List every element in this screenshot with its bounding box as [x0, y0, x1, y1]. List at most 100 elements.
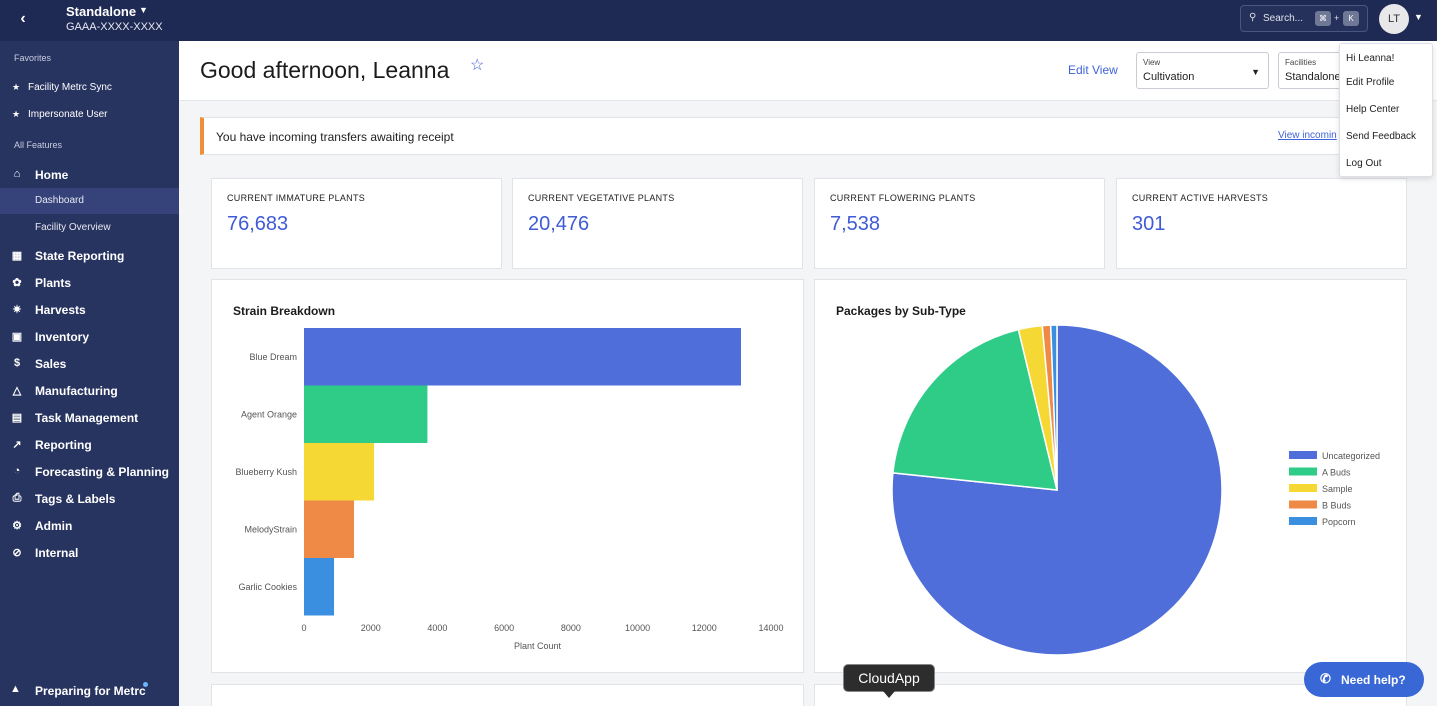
bar-agent-orange: [304, 385, 428, 443]
packages-pie-chart: Uncategorized A Buds Sample B Buds Popcorn: [891, 324, 1380, 656]
lower-panel-left: [211, 684, 804, 706]
stat-title: CURRENT FLOWERING PLANTS: [830, 193, 976, 203]
shortcut-k-key: K: [1343, 11, 1359, 26]
search-icon: ⚲: [1249, 12, 1257, 23]
shortcut-plus: +: [1334, 13, 1340, 23]
sidebar-item-plants[interactable]: ✿ Plants: [0, 270, 179, 296]
org-caret-down-icon[interactable]: ▼: [139, 5, 148, 15]
home-icon: ⌂: [13, 168, 21, 180]
sidebar-item-label: Facility Overview: [35, 222, 111, 233]
sidebar-item-label: Reporting: [35, 438, 92, 452]
back-chevron-icon[interactable]: ‹: [20, 10, 26, 27]
favorite-label: Impersonate User: [28, 109, 108, 120]
need-help-label: Need help?: [1341, 673, 1406, 687]
x-tick-label: 12000: [692, 623, 717, 633]
sidebar-item-inventory[interactable]: ▣ Inventory: [0, 324, 179, 350]
flask-icon: △: [12, 385, 22, 397]
category-label: Blue Dream: [249, 352, 297, 362]
sidebar-item-label: Internal: [35, 546, 79, 560]
legend-label: B Buds: [1322, 501, 1352, 511]
notification-dot: [143, 682, 148, 687]
sidebar-item-label: Harvests: [35, 303, 86, 317]
menu-item-help-center[interactable]: Help Center: [1346, 104, 1400, 115]
menu-item-send-feedback[interactable]: Send Feedback: [1346, 131, 1417, 142]
x-tick-label: 0: [301, 623, 306, 633]
avatar-caret-down-icon[interactable]: ▼: [1414, 12, 1423, 22]
printer-icon: ⎙: [12, 492, 22, 504]
sidebar-item-admin[interactable]: ⚙ Admin: [0, 513, 179, 539]
sidebar-item-label: State Reporting: [35, 249, 125, 263]
incoming-transfers-alert: You have incoming transfers awaiting rec…: [200, 117, 1408, 155]
search-placeholder: Search...: [1263, 13, 1304, 24]
category-label: Garlic Cookies: [238, 582, 297, 592]
sidebar-item-home[interactable]: ⌂ Home: [0, 162, 179, 188]
sidebar-item-label: Plants: [35, 276, 72, 290]
sidebar: Favorites ★ Facility Metrc Sync ★ Imperson…: [0, 41, 179, 706]
sidebar-item-state-reporting[interactable]: ▦ State Reporting: [0, 243, 179, 269]
menu-item-edit-profile[interactable]: Edit Profile: [1346, 77, 1395, 88]
sidebar-item-label: Preparing for Metrc: [35, 684, 146, 698]
strain-breakdown-title: Strain Breakdown: [233, 304, 336, 318]
x-axis-label: Plant Count: [514, 641, 562, 651]
x-tick-label: 8000: [561, 623, 581, 633]
packages-title: Packages by Sub-Type: [836, 304, 966, 318]
legend-swatch: [1289, 484, 1317, 492]
sidebar-item-dashboard[interactable]: Dashboard: [0, 188, 179, 214]
packages-by-subtype-panel: Packages by Sub-Type Uncategorized A Buds…: [814, 279, 1407, 673]
org-license-id: GAAA-XXXX-XXXX: [66, 21, 163, 33]
sidebar-item-reporting[interactable]: ↗ Reporting: [0, 432, 179, 458]
dollar-icon: $: [13, 357, 21, 369]
trend-icon: ↗: [12, 439, 22, 451]
phone-icon: ✆: [1320, 671, 1331, 686]
menu-item-log-out[interactable]: Log Out: [1346, 158, 1382, 169]
slice-a-buds: [892, 328, 1058, 491]
user-avatar[interactable]: LT: [1379, 4, 1409, 34]
sidebar-item-internal[interactable]: ⊘ Internal: [0, 540, 179, 566]
eye-slash-icon: ⊘: [12, 547, 22, 559]
strain-breakdown-chart: Blue Dream Agent Orange Blueberry Kush Melo…: [235, 328, 784, 651]
sidebar-item-harvests[interactable]: ✷ Harvests: [0, 297, 179, 323]
caret-down-icon: ▼: [1251, 67, 1260, 77]
stat-value: 76,683: [227, 213, 289, 235]
user-menu-greeting: Hi Leanna!: [1346, 53, 1395, 64]
cloudapp-tooltip: CloudApp: [843, 664, 935, 692]
facilities-select-value: Standalone: [1285, 71, 1341, 83]
sidebar-item-manufacturing[interactable]: △ Manufacturing: [0, 378, 179, 404]
need-help-button[interactable]: ✆ Need help?: [1304, 662, 1424, 697]
legend-swatch: [1289, 451, 1317, 459]
view-incoming-link[interactable]: View incomin: [1278, 130, 1337, 141]
sidebar-item-task-management[interactable]: ▤ Task Management: [0, 405, 179, 431]
stat-value: 20,476: [528, 213, 590, 235]
sidebar-item-label: Inventory: [35, 330, 90, 344]
view-select-label: View: [1143, 58, 1161, 67]
slice-popcorn: [1049, 324, 1058, 491]
legend-swatch: [1289, 467, 1317, 476]
org-name[interactable]: Standalone: [66, 4, 137, 19]
stat-value: 7,538: [830, 213, 881, 235]
legend-label: Popcorn: [1322, 517, 1356, 527]
edit-view-link[interactable]: Edit View: [1068, 63, 1118, 77]
calendar-icon: ▦: [11, 250, 23, 262]
favorites-heading: Favorites: [14, 53, 52, 63]
x-tick-label: 14000: [758, 623, 783, 633]
sidebar-item-forecasting[interactable]: ◔ Forecasting & Planning: [0, 459, 179, 485]
bar-blueberry-kush: [304, 443, 375, 501]
search-button[interactable]: ⚲ Search... ⌘ + K: [1240, 5, 1368, 32]
alert-text: You have incoming transfers awaiting rec…: [216, 130, 454, 144]
star-icon: ★: [12, 109, 21, 119]
sidebar-item-label: Task Management: [35, 411, 139, 425]
favorite-item-facility-metrc-sync[interactable]: ★ Facility Metrc Sync: [12, 82, 112, 93]
sidebar-item-preparing-for-metrc[interactable]: ▲ Preparing for Metrc: [0, 677, 179, 703]
view-select[interactable]: View Cultivation ▼: [1136, 52, 1269, 89]
all-features-heading: All Features: [14, 140, 63, 150]
sidebar-item-label: Tags & Labels: [35, 492, 116, 506]
favorite-star-icon[interactable]: ☆: [470, 57, 485, 74]
sidebar-item-label: Manufacturing: [35, 384, 118, 398]
sidebar-item-label: Admin: [35, 519, 73, 533]
sidebar-item-label: Home: [35, 168, 69, 182]
sidebar-item-facility-overview[interactable]: Facility Overview: [0, 215, 179, 241]
favorite-item-impersonate-user[interactable]: ★ Impersonate User: [12, 109, 107, 120]
sidebar-item-tags-labels[interactable]: ⎙ Tags & Labels: [0, 486, 179, 512]
sidebar-item-sales[interactable]: $ Sales: [0, 351, 179, 377]
harvest-icon: ✷: [12, 304, 22, 316]
